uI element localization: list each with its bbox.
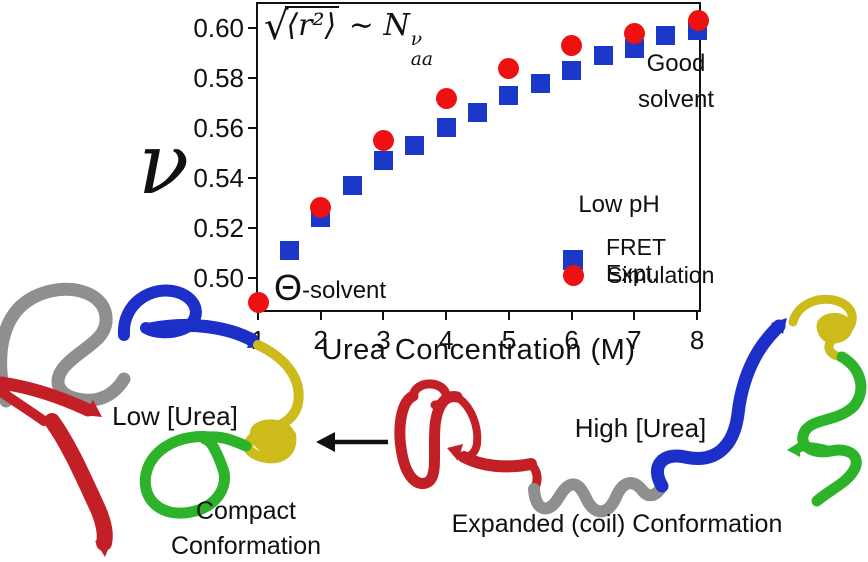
red-arrowhead-upper bbox=[83, 400, 102, 417]
x-axis-tick-label: 6 bbox=[564, 325, 579, 355]
x-axis-tick-label: 5 bbox=[501, 325, 517, 355]
y-axis-tick bbox=[248, 126, 257, 129]
data-point-simulation bbox=[687, 10, 709, 32]
green-arrowhead bbox=[787, 441, 801, 457]
red-arrowhead-lower bbox=[95, 539, 112, 557]
yellow-helix-blob bbox=[249, 419, 296, 456]
data-point-fret bbox=[468, 103, 488, 123]
formula-subscript: aa bbox=[410, 48, 433, 70]
theta-solvent-annotation: Θ-solvent bbox=[274, 270, 386, 309]
blue-arrowhead-tip bbox=[771, 318, 787, 334]
data-point-fret bbox=[499, 86, 519, 106]
ribbon-segment-green-branch bbox=[794, 442, 836, 456]
y-axis-tick-label: 0.56 bbox=[193, 112, 244, 143]
ribbon-segment-red-strand bbox=[0, 386, 49, 426]
formula-superscript: ν bbox=[410, 29, 423, 50]
y-axis-tick-label: 0.58 bbox=[193, 63, 244, 94]
ribbon-segment-green bbox=[139, 431, 252, 519]
arrow-head bbox=[316, 432, 335, 452]
y-axis-tick-label: 0.54 bbox=[193, 162, 244, 193]
theta-solvent-text: -solvent bbox=[302, 277, 387, 304]
ribbon-segment-blue bbox=[651, 319, 786, 493]
legend-label-fret: FRET Expt. bbox=[606, 234, 666, 286]
ribbon-segment-red-arrow bbox=[458, 451, 537, 473]
x-axis-tick-label: 7 bbox=[627, 325, 642, 355]
formula-radicand: ⟨r²⟩ bbox=[285, 6, 340, 43]
data-point-simulation bbox=[372, 129, 394, 151]
data-point-fret bbox=[656, 26, 676, 46]
data-point-simulation bbox=[623, 22, 645, 44]
y-axis-title: ν bbox=[138, 115, 190, 213]
y-axis-tick bbox=[248, 176, 257, 179]
ribbon-segment-green bbox=[797, 351, 867, 507]
ribbon-segment-red-loop bbox=[408, 379, 451, 410]
x-axis-tick bbox=[696, 312, 699, 320]
y-axis-tick bbox=[248, 226, 257, 229]
ribbon-segment-red-lower bbox=[44, 413, 113, 551]
legend-entry-simulation: Simulation bbox=[563, 262, 714, 288]
ribbon-segment-yellow bbox=[788, 294, 857, 362]
y-axis-tick-label: 0.52 bbox=[193, 212, 244, 243]
data-point-fret bbox=[593, 46, 613, 66]
sqrt-symbol: √ bbox=[264, 4, 289, 49]
high-urea-label: High [Urea] bbox=[574, 413, 707, 443]
data-point-fret bbox=[279, 240, 299, 260]
x-axis-tick bbox=[257, 312, 259, 320]
red-arrowhead-left bbox=[447, 444, 463, 461]
data-point-simulation bbox=[435, 87, 457, 109]
data-point-fret bbox=[436, 118, 456, 138]
data-point-fret bbox=[405, 135, 425, 155]
x-axis-tick bbox=[633, 312, 636, 320]
compact-protein-illustration bbox=[0, 282, 304, 557]
expanded-conformation-label: Expanded (coil) Conformation bbox=[451, 510, 783, 538]
y-axis-tick-label: 0.50 bbox=[193, 262, 244, 293]
ribbon-segment-blue-arrow bbox=[143, 318, 259, 347]
y-axis-tick bbox=[248, 77, 257, 80]
data-point-fret bbox=[373, 150, 393, 170]
ribbon-segment-gray bbox=[0, 282, 131, 408]
x-axis-tick bbox=[319, 312, 322, 320]
data-point-fret bbox=[342, 175, 362, 195]
data-point-fret bbox=[562, 61, 582, 81]
y-axis-tick bbox=[248, 27, 257, 30]
data-point-simulation bbox=[247, 292, 269, 314]
x-axis-tick-label: 3 bbox=[376, 325, 391, 355]
low-urea-label: Low [Urea] bbox=[112, 401, 238, 431]
yellow-helix-blob bbox=[816, 312, 853, 344]
data-point-simulation bbox=[310, 197, 332, 219]
formula-base: N bbox=[383, 8, 410, 43]
x-axis-tick-label: 8 bbox=[689, 325, 705, 355]
x-axis-tick bbox=[570, 312, 573, 320]
x-axis-tick-label: 2 bbox=[313, 325, 328, 355]
legend-entry-fret: FRET Expt. bbox=[563, 234, 699, 286]
legend-label-simulation: Simulation bbox=[607, 262, 715, 288]
good-solvent-annotation: Good solvent bbox=[637, 50, 715, 113]
formula-relation: ∼ bbox=[348, 8, 374, 43]
expanded-protein-illustration bbox=[394, 294, 867, 518]
y-axis-tick bbox=[248, 276, 257, 279]
legend-title: Low pH bbox=[578, 191, 660, 218]
x-axis-tick bbox=[382, 312, 385, 320]
ribbon-segment-red-upper bbox=[0, 376, 95, 417]
ribbon-segment-gray-coil bbox=[528, 477, 668, 518]
data-point-simulation bbox=[498, 57, 520, 79]
data-point-fret bbox=[624, 38, 644, 58]
ribbon-segment-red-strand bbox=[453, 393, 482, 460]
transition-arrow bbox=[316, 432, 388, 452]
legend-swatch-simulation bbox=[563, 264, 584, 286]
x-axis-tick bbox=[507, 312, 510, 320]
legend-swatch-fret bbox=[563, 250, 583, 270]
data-point-simulation bbox=[561, 35, 583, 57]
data-point-fret bbox=[530, 73, 550, 93]
x-axis-title: Urea Concentration (M) bbox=[321, 334, 636, 366]
compact-conformation-label: Compact Conformation bbox=[170, 497, 322, 560]
x-axis-tick bbox=[445, 312, 448, 320]
theta-symbol: Θ bbox=[274, 267, 303, 308]
x-axis-tick-label: 4 bbox=[438, 325, 454, 355]
ribbon-segment-red-hairpin bbox=[394, 390, 463, 489]
y-axis-tick-label: 0.60 bbox=[193, 13, 244, 44]
